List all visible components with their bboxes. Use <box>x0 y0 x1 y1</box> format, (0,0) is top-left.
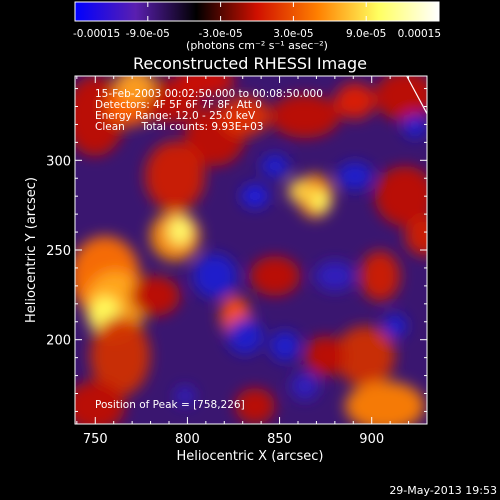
colorbar-tick-label: 0.00015 <box>398 28 441 40</box>
x-axis-ticks: 750 800 850 900 <box>76 76 428 447</box>
image-title: Reconstructed RHESSI Image <box>133 54 367 73</box>
colorbar-units-label: (photons cm⁻² s⁻¹ asec⁻²) <box>186 39 328 52</box>
colorbar-tick-label: -3.0e-05 <box>199 28 243 40</box>
emission-blob <box>115 76 155 104</box>
emission-blob <box>193 254 237 298</box>
annotation-detectors: Detectors: 4F 5F 6F 7F 8F, Att 0 <box>95 99 262 111</box>
colorbar-tick-labels: -0.00015 -9.0e-05 -3.0e-05 3.0e-05 9.0e-05 0.… <box>73 28 441 40</box>
emission-blob <box>250 256 300 296</box>
emission-blob <box>383 314 407 338</box>
solar-limb-line <box>406 75 428 114</box>
x-tick-label: 850 <box>267 432 292 447</box>
emission-blob <box>311 190 329 212</box>
y-axis-ticks: 200 250 300 <box>46 88 427 412</box>
emission-blob <box>288 179 312 203</box>
emission-blob <box>375 166 427 226</box>
emission-blob <box>345 381 425 424</box>
emission-blob <box>90 316 150 396</box>
colorbar-tick-label: 9.0e-05 <box>346 28 386 40</box>
emission-blob <box>175 76 235 96</box>
emission-blob <box>261 154 289 178</box>
reconstructed-image <box>75 76 427 424</box>
emission-blob <box>235 388 275 424</box>
colorbar-tick-label: -0.00015 <box>73 28 120 40</box>
emission-blob <box>75 381 125 424</box>
emission-blob <box>375 76 427 121</box>
y-tick-label: 200 <box>46 334 71 349</box>
emission-blob <box>335 326 395 386</box>
annotation-energy-range: Energy Range: 12.0 - 25.0 keV <box>95 110 256 122</box>
peak-position-label: Position of Peak = [758,226] <box>95 399 245 411</box>
annotation-time-range: 15-Feb-2003 00:02:50.000 to 00:08:50.000 <box>95 88 323 100</box>
emission-blob <box>220 96 270 136</box>
emission-blob <box>360 251 400 301</box>
y-tick-label: 250 <box>46 244 71 259</box>
emission-blob <box>168 217 192 245</box>
y-axis-label: Heliocentric Y (arcsec) <box>24 177 39 323</box>
x-tick-label: 800 <box>175 432 200 447</box>
emission-blob <box>315 261 355 291</box>
x-tick-label: 750 <box>83 432 108 447</box>
colorbar-tick-label: 3.0e-05 <box>273 28 313 40</box>
emission-blob <box>405 216 427 256</box>
emission-blob <box>241 184 269 208</box>
emission-blob <box>270 331 300 361</box>
y-tick-label: 300 <box>46 154 71 169</box>
x-axis-label: Heliocentric X (arcsec) <box>177 449 324 464</box>
emission-blob <box>130 276 180 316</box>
annotation-total-counts: Clean Total counts: 9.93E+03 <box>95 121 264 133</box>
emission-blob <box>270 94 340 138</box>
emission-blob <box>305 336 345 376</box>
colorbar-ticks <box>74 2 440 21</box>
footer-timestamp: 29-May-2013 19:53 <box>389 484 497 497</box>
emission-blob <box>227 318 263 354</box>
emission-blob <box>335 83 375 119</box>
x-tick-label: 900 <box>359 432 384 447</box>
emission-blob <box>337 162 373 190</box>
emission-blob <box>291 372 319 400</box>
emission-blob <box>145 141 205 211</box>
emission-blob <box>175 386 195 406</box>
colorbar-tick-label: -9.0e-05 <box>126 28 170 40</box>
colorbar <box>74 1 440 22</box>
emission-blob <box>403 114 427 138</box>
